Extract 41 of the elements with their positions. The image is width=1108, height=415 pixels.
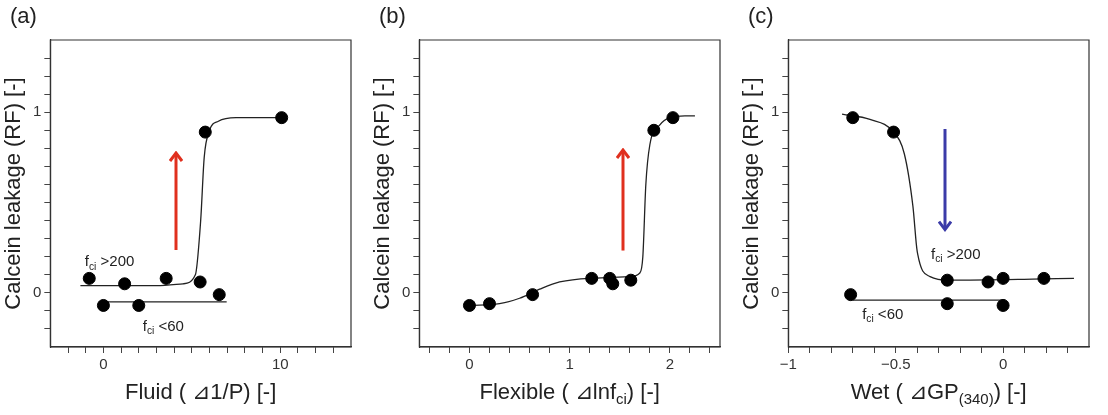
x-tick-label: −0.5 (880, 355, 911, 373)
x-axis-title: Fluid ( ⊿1/P) [-] (125, 379, 277, 405)
point (940, 273, 954, 287)
point (526, 288, 540, 302)
point (462, 298, 476, 312)
x-tick-label: 1 (565, 355, 574, 373)
point (1037, 271, 1051, 285)
point (198, 125, 212, 139)
point (275, 111, 289, 125)
point (193, 275, 207, 289)
chart-title: (b) (379, 3, 406, 29)
point (132, 298, 146, 312)
chart-title: (c) (748, 3, 774, 29)
y-axis-title: Calcein leakage (RF) [-] (369, 77, 395, 310)
point (996, 298, 1010, 312)
point (666, 111, 680, 125)
point (996, 271, 1010, 285)
point (940, 297, 954, 311)
point (887, 125, 901, 139)
point (846, 111, 860, 125)
y-axis-title: Calcein leakage (RF) [-] (738, 77, 764, 310)
x-tick-label: 2 (665, 355, 675, 373)
point (844, 288, 858, 302)
point (585, 271, 599, 285)
x-tick-label: 0 (465, 355, 474, 373)
point (82, 271, 96, 285)
point (96, 298, 110, 312)
x-tick-label: 10 (271, 355, 289, 373)
x-tick-label: −1 (779, 355, 797, 373)
x-tick-label: 0 (998, 355, 1008, 373)
point (981, 275, 995, 289)
point (606, 277, 620, 291)
point (118, 277, 132, 291)
point (212, 288, 226, 302)
chart-title: (a) (10, 3, 37, 29)
y-axis-title: Calcein leakage (RF) [-] (0, 77, 26, 310)
point (483, 297, 496, 311)
point (624, 273, 638, 287)
point (647, 123, 661, 137)
x-tick-label: 0 (99, 355, 108, 373)
point (159, 271, 173, 285)
